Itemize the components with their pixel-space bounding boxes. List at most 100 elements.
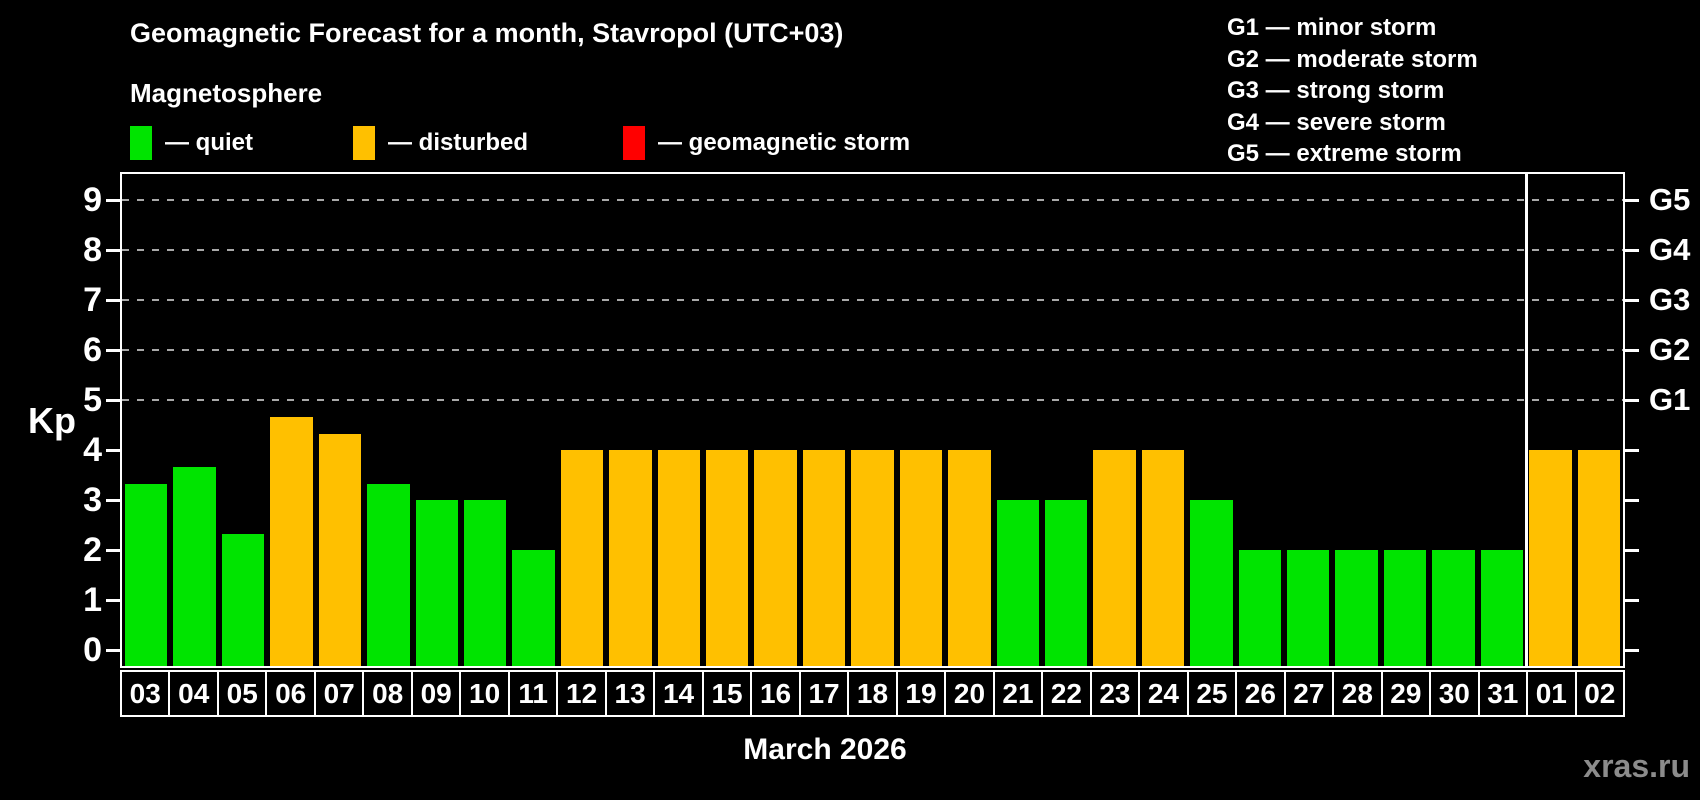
y-tick-left-2 bbox=[106, 548, 120, 552]
y-tick-right-5 bbox=[1625, 398, 1639, 402]
kp-bar-17 bbox=[802, 450, 846, 666]
legend-quiet-label: — quiet bbox=[165, 129, 253, 156]
day-label-01: 01 bbox=[1526, 670, 1577, 717]
day-label-11: 11 bbox=[507, 670, 559, 717]
kp-bar-11 bbox=[512, 550, 555, 666]
legend-item-storm: — geomagnetic storm bbox=[623, 126, 910, 160]
day-label-31: 31 bbox=[1477, 670, 1529, 717]
day-label-14: 14 bbox=[653, 670, 704, 717]
day-label-29: 29 bbox=[1380, 670, 1432, 717]
day-label-09: 09 bbox=[410, 670, 462, 717]
y-tick-left-9 bbox=[106, 198, 120, 202]
y-tick-right-0 bbox=[1625, 648, 1639, 652]
kp-bar-15 bbox=[706, 450, 749, 666]
day-label-03: 03 bbox=[120, 670, 171, 717]
x-axis-day-labels: 03 04 05 06 07 08 09 10 11 12 13 14 15 16 17 18 19 20 21 22… bbox=[120, 670, 1626, 717]
y-tick-right-8 bbox=[1625, 248, 1639, 252]
storm-scale-g3: G3 — strong storm bbox=[1227, 77, 1445, 104]
kp-bar-27 bbox=[1287, 550, 1330, 666]
watermark: xras.ru bbox=[1583, 748, 1690, 784]
y-tick-left-7 bbox=[106, 298, 120, 302]
day-label-22: 22 bbox=[1041, 670, 1092, 717]
day-label-28: 28 bbox=[1332, 670, 1383, 717]
y-tick-label-6: 6 bbox=[83, 331, 102, 369]
g-scale-label-g4: G4 bbox=[1649, 232, 1691, 267]
day-label-07: 07 bbox=[313, 670, 365, 717]
y-tick-label-5: 5 bbox=[83, 381, 102, 419]
day-label-05: 05 bbox=[216, 670, 268, 717]
kp-bar-16 bbox=[754, 450, 797, 666]
day-label-17: 17 bbox=[798, 670, 850, 717]
kp-bar-05 bbox=[221, 533, 265, 666]
kp-bar-24 bbox=[1141, 450, 1185, 666]
day-label-19: 19 bbox=[895, 670, 947, 717]
day-label-24: 24 bbox=[1138, 670, 1189, 717]
day-label-25: 25 bbox=[1186, 670, 1238, 717]
legend-item-quiet: — quiet bbox=[130, 126, 253, 160]
y-tick-label-4: 4 bbox=[83, 431, 102, 469]
y-tick-left-6 bbox=[106, 348, 120, 352]
y-tick-left-4 bbox=[106, 448, 120, 452]
g-scale-label-g5: G5 bbox=[1649, 182, 1691, 217]
y-tick-right-1 bbox=[1625, 598, 1639, 602]
kp-bar-02 bbox=[1577, 450, 1620, 666]
y-tick-label-3: 3 bbox=[83, 481, 102, 519]
y-tick-left-5 bbox=[106, 398, 120, 402]
day-label-30: 30 bbox=[1429, 670, 1480, 717]
y-tick-right-2 bbox=[1625, 548, 1639, 552]
kp-bar-30 bbox=[1432, 550, 1475, 666]
day-label-02: 02 bbox=[1574, 670, 1626, 717]
y-tick-label-0: 0 bbox=[83, 631, 102, 669]
kp-bar-18 bbox=[851, 450, 894, 666]
kp-bar-20 bbox=[948, 450, 991, 666]
y-tick-label-8: 8 bbox=[83, 231, 102, 269]
kp-bar-13 bbox=[609, 450, 652, 666]
y-tick-right-3 bbox=[1625, 498, 1639, 502]
kp-bar-07 bbox=[318, 433, 362, 666]
day-label-23: 23 bbox=[1089, 670, 1141, 717]
day-label-26: 26 bbox=[1235, 670, 1286, 717]
kp-bar-01 bbox=[1529, 450, 1572, 666]
day-label-20: 20 bbox=[944, 670, 995, 717]
kp-bar-14 bbox=[657, 450, 701, 666]
day-label-06: 06 bbox=[265, 670, 316, 717]
kp-bar-04 bbox=[173, 466, 216, 666]
kp-bar-03 bbox=[125, 483, 168, 666]
day-label-21: 21 bbox=[992, 670, 1044, 717]
storm-scale-g5: G5 — extreme storm bbox=[1227, 140, 1462, 167]
kp-bar-28 bbox=[1335, 550, 1378, 666]
legend-storm-label: — geomagnetic storm bbox=[658, 129, 911, 156]
day-label-13: 13 bbox=[604, 670, 656, 717]
chart-title: Geomagnetic Forecast for a month, Stavro… bbox=[130, 18, 844, 48]
kp-bar-26 bbox=[1238, 550, 1282, 666]
grid-line-kp7 bbox=[122, 299, 1623, 301]
y-tick-right-6 bbox=[1625, 348, 1639, 352]
legend-item-disturbed: — disturbed bbox=[353, 126, 528, 160]
kp-bar-22 bbox=[1044, 500, 1088, 666]
y-tick-label-7: 7 bbox=[83, 281, 102, 319]
storm-scale-legend: G1 — minor storm G2 — moderate storm G3 … bbox=[1227, 12, 1478, 170]
storm-swatch-icon bbox=[623, 126, 645, 160]
kp-bar-25 bbox=[1190, 500, 1233, 666]
y-tick-left-8 bbox=[106, 248, 120, 252]
y-tick-label-2: 2 bbox=[83, 531, 102, 569]
g-scale-label-g1: G1 bbox=[1649, 382, 1691, 417]
day-label-10: 10 bbox=[459, 670, 510, 717]
g-scale-label-g3: G3 bbox=[1649, 282, 1691, 317]
y-tick-right-4 bbox=[1625, 448, 1639, 452]
y-axis-title: Kp bbox=[28, 400, 76, 441]
quiet-swatch-icon bbox=[130, 126, 152, 160]
grid-line-kp8 bbox=[122, 249, 1623, 251]
grid-line-kp6 bbox=[122, 349, 1623, 351]
kp-bar-09 bbox=[415, 500, 458, 666]
y-tick-right-9 bbox=[1625, 198, 1639, 202]
kp-bar-23 bbox=[1093, 450, 1136, 666]
magnetosphere-label: Magnetosphere bbox=[130, 78, 323, 108]
kp-bar-19 bbox=[899, 450, 943, 666]
kp-bar-10 bbox=[463, 500, 507, 666]
legend-disturbed-label: — disturbed bbox=[388, 129, 529, 156]
day-label-18: 18 bbox=[847, 670, 898, 717]
kp-bar-08 bbox=[367, 483, 410, 666]
grid-line-kp5 bbox=[122, 399, 1623, 401]
